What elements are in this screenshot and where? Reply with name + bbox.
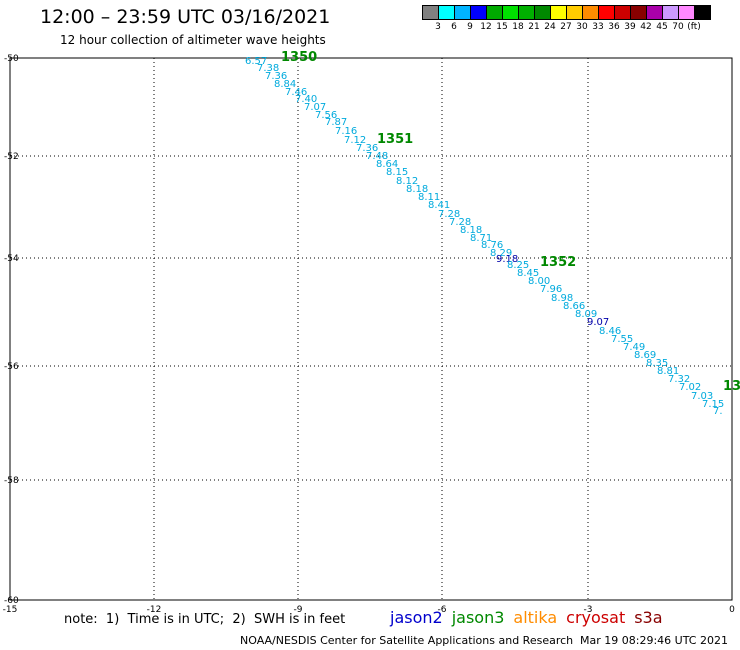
swh-value-label: 8.46 [599,326,621,337]
pass-number-label: 1351 [377,132,413,147]
swh-value-label: 7.96 [540,284,562,295]
credit-text: NOAA/NESDIS Center for Satellite Applica… [240,634,574,647]
satellite-legend: jason2 jason3 altika cryosat s3a [390,608,672,627]
swh-value-label: 8.35 [646,358,668,369]
swh-value-label: 7.87 [325,117,347,128]
swh-value-label: 7.56 [315,110,337,121]
color-legend-label: 18 [512,22,524,32]
page-title: 12:00 – 23:59 UTC 03/16/2021 [40,6,331,28]
swh-value-label: 9.07 [587,317,609,328]
color-legend-label: 42 [640,22,652,32]
swh-value-label: 8.76 [481,240,503,251]
swh-value-label: 8.11 [418,192,440,203]
color-legend-label: 70 [672,22,684,32]
swh-value-label: 8.66 [563,301,585,312]
swh-value-label: 8.69 [634,350,656,361]
wave-height-color-legend: 3 6 9 12 15 18 21 24 27 30 33 36 39 42 45 70 (ft) [422,5,711,32]
swh-value-label: 7.07 [304,102,326,113]
color-legend-label: 27 [560,22,572,32]
color-legend-label: 15 [496,22,508,32]
swh-value-label: 7.46 [285,87,307,98]
footer-note: note: 1) Time is in UTC; 2) SWH is in fe… [64,612,346,627]
color-legend-label: 45 [656,22,668,32]
swh-value-label: 7.36 [356,143,378,154]
swh-value-label: 6.57 [245,56,267,67]
color-swatches [422,5,711,20]
longitude-tick-label: -9 [294,605,303,615]
color-legend-label: 21 [528,22,540,32]
longitude-tick-label: -3 [584,605,593,615]
swh-value-label: 8.12 [396,176,418,187]
color-legend-label: 12 [480,22,492,32]
swh-value-label: 8.18 [406,184,428,195]
swh-value-label: 7.40 [295,94,317,105]
swh-value-label: 8.84 [274,79,296,90]
swh-value-label: 8.41 [428,200,450,211]
latitude-tick-label: -52 [4,152,19,162]
swh-value-label: 8.09 [575,309,597,320]
satellite-label: jason2 [390,608,443,627]
swh-value-label: 8.45 [517,268,539,279]
color-legend-label: 6 [451,22,457,32]
swh-value-label: 9.18 [496,254,518,265]
swh-value-label: 8.00 [528,276,550,287]
latitude-tick-label: -54 [4,254,19,264]
latitude-tick-label: -50 [4,54,19,64]
swh-value-label: 8.15 [386,167,408,178]
pass-number-label: 13 [723,379,740,394]
generated-timestamp: Mar 19 08:29:46 UTC 2021 [580,634,728,647]
color-legend-label: 9 [467,22,473,32]
longitude-tick-label: 0 [729,605,735,615]
latitude-tick-label: -58 [4,476,19,486]
latitude-tick-label: -56 [4,362,19,372]
color-swatch [694,5,711,20]
swh-value-label: 7.32 [668,374,690,385]
swh-value-label: 7.49 [623,342,645,353]
color-legend-label: 39 [624,22,636,32]
color-legend-labels: 3 6 9 12 15 18 21 24 27 30 33 36 39 42 45 70 (ft) [422,20,710,32]
longitude-tick-label: -6 [438,605,447,615]
swh-value-label: 7.28 [438,209,460,220]
color-legend-label: 33 [592,22,604,32]
swh-value-label: 7. [713,406,723,417]
swh-value-label: 8.25 [507,260,529,271]
satellite-label: s3a [634,608,663,627]
pass-number-label: 1352 [540,255,576,270]
color-legend-label: 36 [608,22,620,32]
swh-value-label: 8.81 [657,366,679,377]
latitude-tick-label: -60 [4,596,19,606]
swh-value-label: 7.38 [257,63,279,74]
swh-value-label: 7.02 [679,382,701,393]
swh-value-label: 7.28 [449,217,471,228]
satellite-label: jason3 [451,608,505,627]
swh-value-label: 7.16 [335,126,357,137]
color-legend-label: 3 [435,22,441,32]
satellite-label: cryosat [566,608,626,627]
swh-value-label: 7.03 [691,391,713,402]
longitude-tick-label: -12 [147,605,162,615]
swh-value-label: 7.15 [702,399,724,410]
pass-number-label: 1350 [281,50,317,65]
swh-value-label: 7.12 [344,135,366,146]
swh-value-label: 8.29 [490,248,512,259]
swh-value-label: 8.71 [470,233,492,244]
swh-value-label: 7.36 [265,71,287,82]
swh-value-label: 7.55 [611,334,633,345]
color-legend-label: 24 [544,22,556,32]
color-legend-label: (ft) [687,22,701,32]
map-frame [9,57,733,601]
swh-value-label: 8.64 [376,159,398,170]
swh-value-label: 8.98 [551,293,573,304]
swh-value-label: 8.18 [460,225,482,236]
longitude-tick-label: -15 [3,605,18,615]
swh-value-label: 7.48 [366,151,388,162]
page-subtitle: 12 hour collection of altimeter wave hei… [60,33,326,47]
color-legend-label: 30 [576,22,588,32]
satellite-label: altika [513,608,558,627]
